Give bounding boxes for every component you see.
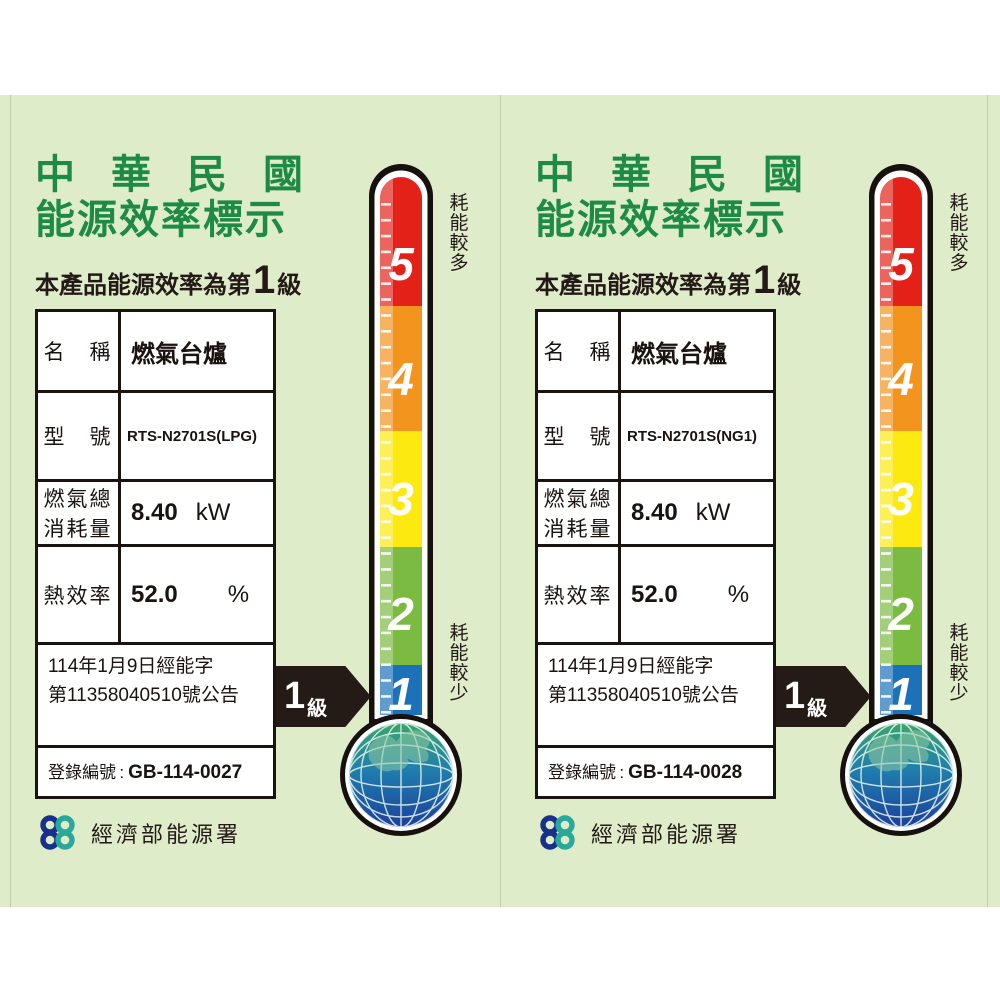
svg-text:2: 2 — [387, 588, 414, 640]
svg-text:5: 5 — [388, 238, 415, 290]
svg-text:3: 3 — [888, 473, 914, 525]
svg-text:4: 4 — [387, 353, 414, 405]
svg-text:4: 4 — [887, 353, 914, 405]
svg-text:1: 1 — [888, 668, 914, 720]
svg-text:3: 3 — [388, 473, 414, 525]
svg-text:1: 1 — [388, 668, 414, 720]
svg-text:2: 2 — [887, 588, 914, 640]
svg-text:5: 5 — [888, 238, 915, 290]
